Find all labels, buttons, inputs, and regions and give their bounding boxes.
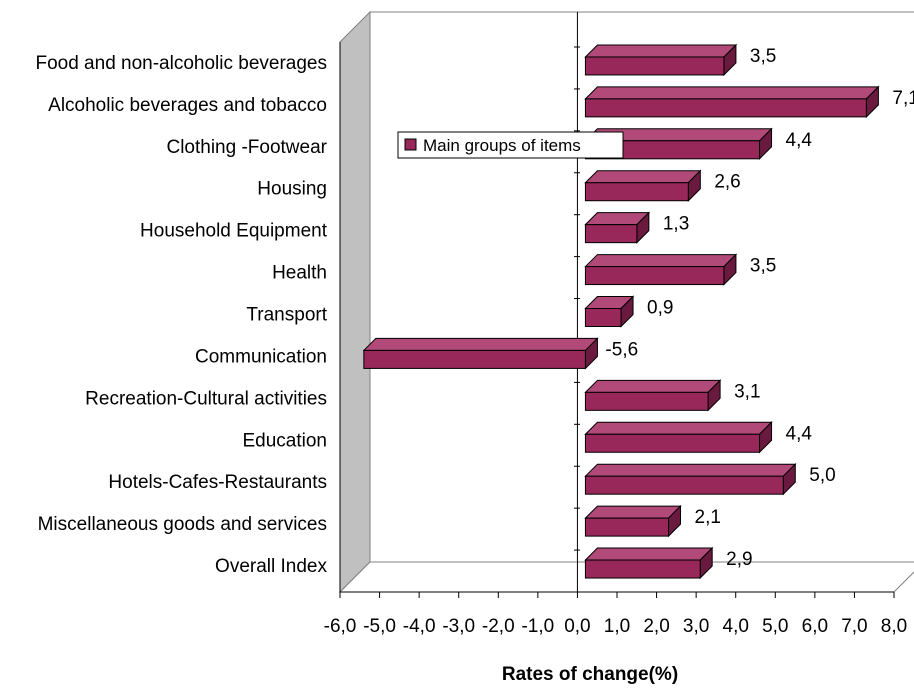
bar-top-face: [584, 463, 797, 477]
bar-front-face: [584, 182, 689, 202]
x-tick-label: -6,0: [324, 616, 357, 637]
data-label: 3,1: [734, 381, 760, 402]
axes: [339, 12, 895, 598]
category-label: Communication: [195, 346, 327, 367]
data-label: 4,4: [786, 130, 813, 151]
legend-box: [397, 131, 624, 159]
bar-top-face: [584, 421, 773, 435]
data-label: 4,4: [786, 423, 813, 444]
bar-front-face: [584, 98, 867, 118]
x-axis-title: Rates of change(%): [502, 664, 678, 685]
bar-top-face: [584, 44, 738, 58]
bar-front-face: [584, 224, 638, 244]
bar-front-face: [584, 433, 761, 453]
x-tick-labels: -6,0 -5,0 -4,0 -3,0 -2,0 -1,0 0,0 1,0 2,0 3,0 4,0 5…: [324, 616, 908, 637]
data-labels: 3,5 7,1 4,4 2,6 1,3 3,5 0,9 -5,6 3,1 4,4 5,0 2,12,9: [605, 46, 914, 570]
x-tick-label: 6,0: [802, 616, 828, 637]
bar-top-face: [584, 547, 714, 561]
legend: Main groups of items: [397, 131, 624, 159]
bar-front-face: [584, 308, 622, 327]
bar-top-face: [584, 505, 682, 519]
bar: [584, 546, 714, 580]
left-wall: [339, 10, 371, 594]
x-tick-label: 3,0: [683, 616, 709, 637]
x-tick-label: 1,0: [604, 616, 630, 637]
x-tick-label: 5,0: [762, 616, 788, 637]
data-label: 7,1: [892, 88, 914, 109]
category-label: Food and non-alcoholic beverages: [35, 53, 327, 74]
x-tick-label: 4,0: [723, 616, 749, 637]
data-label: 2,6: [714, 172, 740, 193]
category-label: Recreation-Cultural activities: [85, 388, 327, 409]
category-label: Household Equipment: [140, 221, 328, 242]
category-label: Housing: [257, 179, 327, 200]
bar: [584, 379, 722, 412]
bar: [584, 169, 702, 202]
bars: [362, 43, 880, 580]
legend-label: Main groups of items: [423, 136, 581, 155]
back-wall-outline: [370, 11, 914, 13]
data-label: -5,6: [605, 339, 638, 360]
x-tick-label: 7,0: [841, 616, 867, 637]
bar-front-face: [584, 559, 701, 579]
category-label: Transport: [246, 305, 327, 326]
bar-front-face: [584, 517, 670, 537]
bar: [584, 295, 635, 328]
bar: [584, 43, 738, 77]
x-tick-label: -3,0: [442, 616, 475, 637]
bar: [584, 85, 880, 119]
bar: [584, 462, 797, 496]
legend-swatch: [404, 138, 417, 151]
x-tick-label: 8,0: [881, 616, 907, 637]
bar: [362, 337, 599, 370]
x-tick-label: -1,0: [521, 616, 554, 637]
category-label: Health: [272, 263, 327, 284]
bar: [584, 421, 773, 454]
category-label: Overall Index: [215, 556, 327, 577]
data-label: 0,9: [647, 298, 673, 319]
category-label: Hotels-Cafes-Restaurants: [108, 472, 327, 493]
bar: [584, 504, 682, 538]
category-label: Clothing -Footwear: [166, 137, 327, 158]
x-tick-label: -4,0: [403, 616, 436, 637]
bar-front-face: [584, 391, 709, 411]
data-label: 3,5: [750, 256, 776, 277]
x-tick-label: 0,0: [564, 616, 590, 637]
bar: [584, 253, 738, 286]
data-label: 2,9: [726, 549, 752, 570]
bar-top-face: [584, 170, 702, 184]
category-label: Miscellaneous goods and services: [38, 514, 327, 535]
data-label: 1,3: [663, 214, 689, 235]
bar-front-face: [584, 56, 725, 76]
x-tick-label: 2,0: [643, 616, 669, 637]
category-labels: Food and non-alcoholic beverages Alcoholi…: [35, 53, 327, 577]
bar-front-face: [363, 349, 586, 369]
data-label: 2,1: [695, 507, 721, 528]
category-label: Education: [242, 430, 327, 451]
bar-top-face: [584, 86, 880, 100]
data-label: 3,5: [750, 46, 776, 67]
x-tick-label: -5,0: [363, 616, 396, 637]
bar-top-face: [584, 254, 738, 268]
category-label: Alcoholic beverages and tobacco: [48, 95, 327, 116]
bar-top-face: [362, 337, 599, 351]
bar: [584, 211, 651, 244]
bar-front-face: [584, 475, 784, 495]
bar-front-face: [584, 266, 725, 286]
data-label: 5,0: [809, 465, 835, 486]
x-tick-label: -2,0: [482, 616, 515, 637]
bar-top-face: [584, 379, 722, 393]
